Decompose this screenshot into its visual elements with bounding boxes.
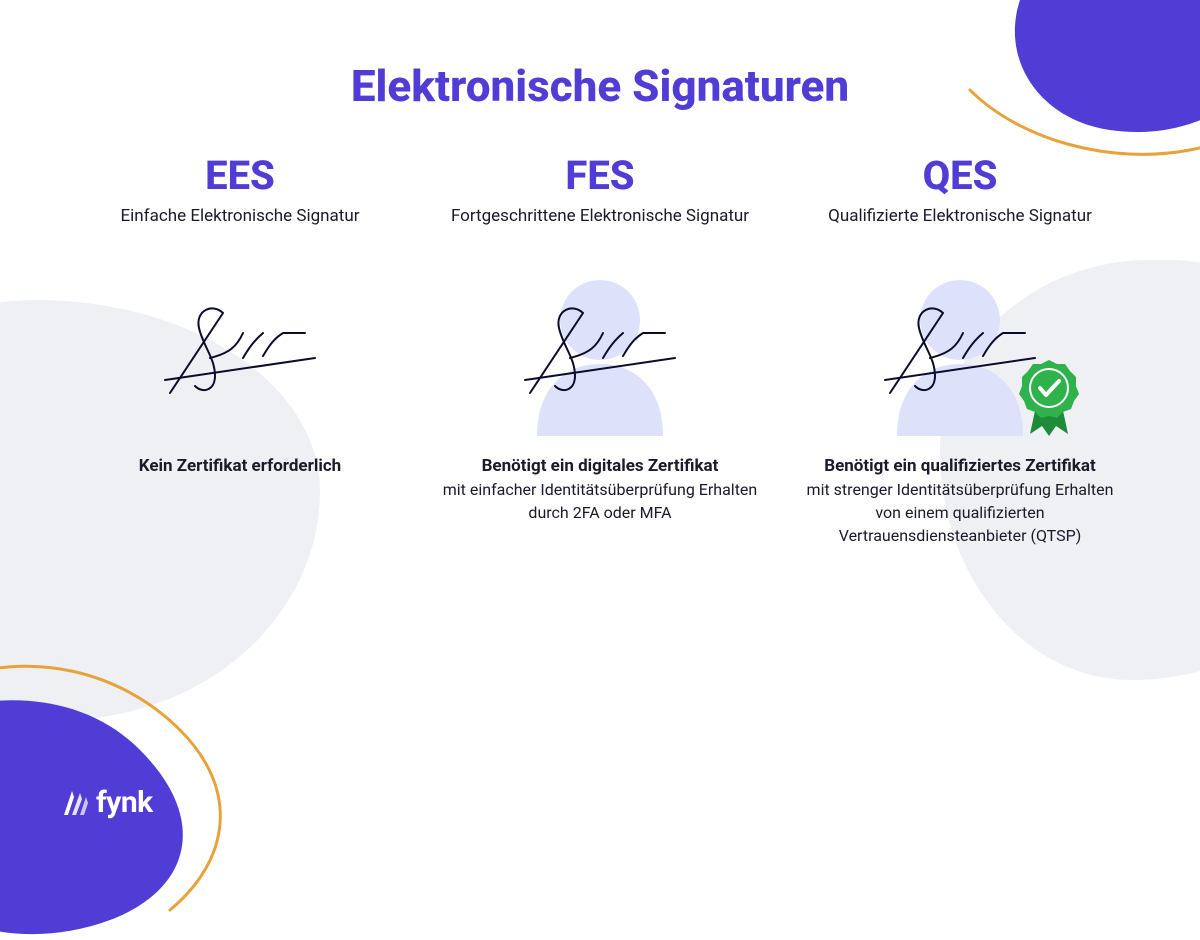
column-fes: FES Fortgeschrittene Elektronische Signa…: [440, 152, 760, 548]
ees-requirement-bold: Kein Zertifikat erforderlich: [80, 456, 400, 476]
fynk-logo: fynk: [60, 785, 153, 820]
fynk-logo-icon: [60, 787, 88, 819]
qes-signature-area: [800, 258, 1120, 448]
ees-signature-area: [80, 258, 400, 448]
signature-icon: [155, 298, 325, 408]
fynk-logo-text: fynk: [96, 785, 153, 820]
fes-requirement-bold: Benötigt ein digitales Zertifikat: [440, 456, 760, 476]
fes-requirement-text: mit einfacher Identitätsüberprüfung Erha…: [440, 478, 760, 524]
signature-icon: [515, 298, 685, 408]
fes-signature-area: [440, 258, 760, 448]
qes-requirement-text: mit strenger Identitätsüberprüfung Erhal…: [800, 478, 1120, 548]
qes-abbr: QES: [800, 152, 1120, 199]
column-qes: QES Qualifizierte Elektronische Signatur…: [800, 152, 1120, 548]
ees-abbr: EES: [80, 152, 400, 199]
qes-subtitle: Qualifizierte Elektronische Signatur: [800, 205, 1120, 228]
fes-abbr: FES: [440, 152, 760, 199]
page-title: Elektronische Signaturen: [0, 60, 1200, 112]
qes-requirement-bold: Benötigt ein qualifiziertes Zertifikat: [800, 456, 1120, 476]
certificate-badge-icon: [1018, 358, 1080, 438]
fes-subtitle: Fortgeschrittene Elektronische Signatur: [440, 205, 760, 228]
signature-types-columns: EES Einfache Elektronische Signatur Kein…: [0, 152, 1200, 548]
column-ees: EES Einfache Elektronische Signatur Kein…: [80, 152, 400, 548]
ees-subtitle: Einfache Elektronische Signatur: [80, 205, 400, 228]
